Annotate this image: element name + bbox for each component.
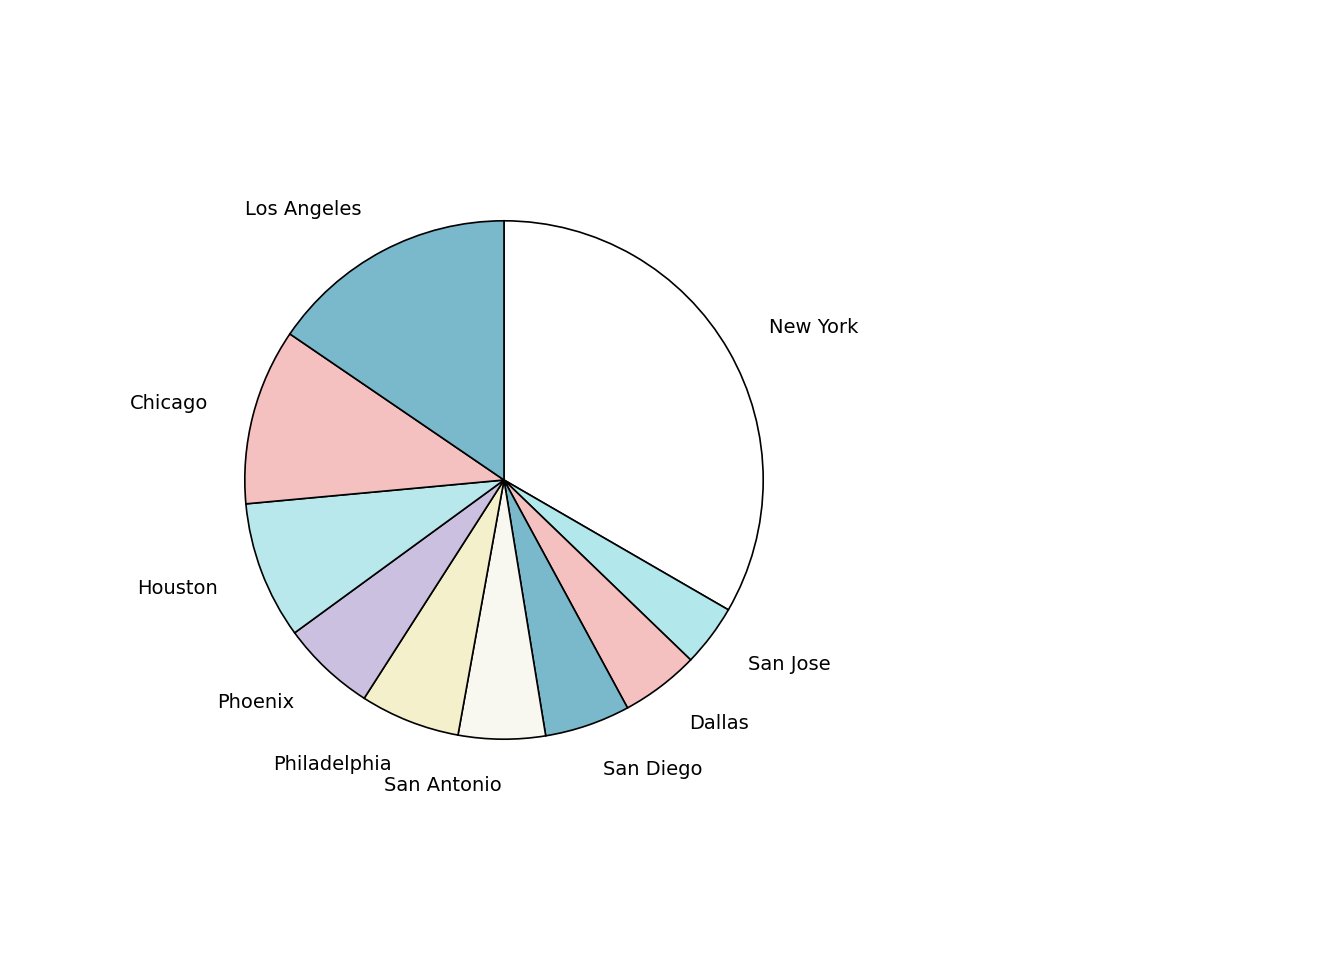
Wedge shape xyxy=(364,480,504,735)
Wedge shape xyxy=(290,221,504,480)
Wedge shape xyxy=(246,480,504,633)
Wedge shape xyxy=(504,480,691,708)
Wedge shape xyxy=(294,480,504,698)
Text: Chicago: Chicago xyxy=(129,394,208,413)
Text: Philadelphia: Philadelphia xyxy=(274,756,392,774)
Text: Houston: Houston xyxy=(137,579,218,598)
Text: New York: New York xyxy=(769,318,859,337)
Text: San Antonio: San Antonio xyxy=(383,777,501,795)
Wedge shape xyxy=(504,480,628,735)
Wedge shape xyxy=(245,334,504,504)
Text: Los Angeles: Los Angeles xyxy=(245,200,362,219)
Wedge shape xyxy=(504,480,728,660)
Text: San Diego: San Diego xyxy=(603,760,703,779)
Wedge shape xyxy=(504,221,763,610)
Text: San Jose: San Jose xyxy=(749,655,831,674)
Text: Dallas: Dallas xyxy=(689,714,749,732)
Text: Phoenix: Phoenix xyxy=(218,693,294,712)
Wedge shape xyxy=(458,480,546,739)
